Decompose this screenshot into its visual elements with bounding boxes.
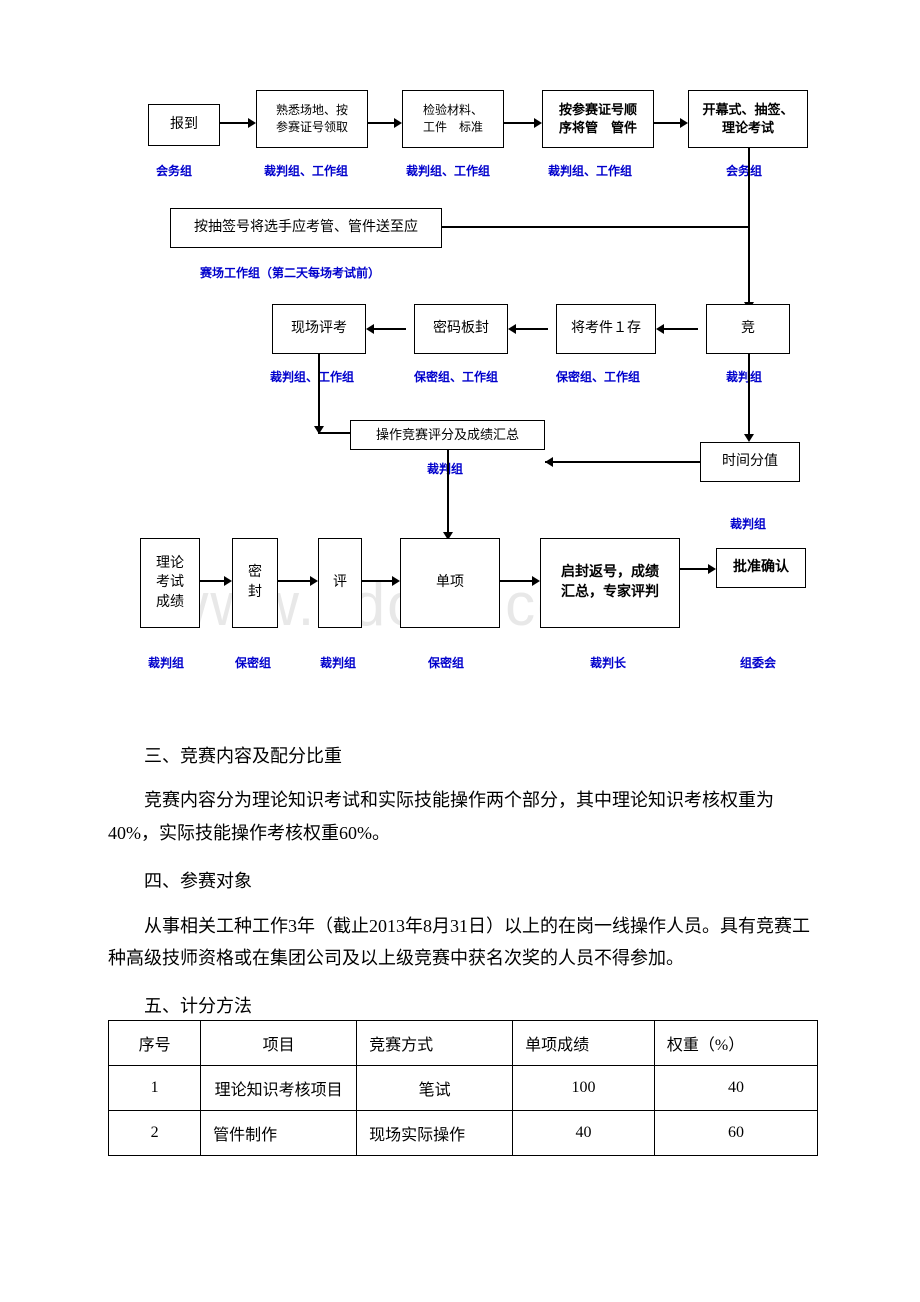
flow-box-inspect: 检验材料、工件 标准 [402,90,504,148]
arrow [447,450,449,532]
caption-row3-3: 保密组、工作组 [556,368,640,385]
arrow [654,122,680,124]
flow-box-compete: 竞 [706,304,790,354]
caption-row5-6: 组委会 [740,654,776,671]
scoring-table: 序号 项目 竞赛方式 单项成绩 权重（%） 1 理论知识考核项目 笔试 100 … [108,1020,818,1156]
arrow [368,122,394,124]
arrow [516,328,548,330]
body-text: 三、竞赛内容及配分比重 竞赛内容分为理论知识考试和实际技能操作两个部分，其中理论… [108,740,818,1023]
heading-3: 三、竞赛内容及配分比重 [108,740,818,772]
arrow [748,354,750,434]
flow-box-onsite-eval: 现场评考 [272,304,366,354]
caption-row2: 赛场工作组（第二天每场考试前） [200,264,380,281]
connector [545,461,700,463]
caption-row5-4: 保密组 [428,654,464,671]
cell: 管件制作 [201,1111,357,1156]
th-method: 竞赛方式 [357,1021,513,1066]
connector [748,148,750,228]
cell: 现场实际操作 [357,1111,513,1156]
flow-box-single-item: 单项 [400,538,500,628]
caption-row4-1: 裁判组 [427,460,463,477]
scoring-table-container: 序号 项目 竞赛方式 单项成绩 权重（%） 1 理论知识考核项目 笔试 100 … [108,1020,818,1156]
cell: 40 [513,1111,655,1156]
arrow [748,228,750,302]
heading-4: 四、参赛对象 [108,865,818,897]
cell: 2 [109,1111,201,1156]
cell: 笔试 [357,1066,513,1111]
flow-box-arrange: 按参赛证号顺序将管 管件 [542,90,654,148]
connector [442,226,750,228]
flow-box-opening: 开幕式、抽签、理论考试 [688,90,808,148]
page-container: www.bdocx.com 报到 熟悉场地、按参赛证号领取 检验材料、工件 标准… [0,0,920,1302]
table-header-row: 序号 项目 竞赛方式 单项成绩 权重（%） [109,1021,818,1066]
flow-box-eval2: 评 [318,538,362,628]
caption-row5-3: 裁判组 [320,654,356,671]
flow-box-familiarize: 熟悉场地、按参赛证号领取 [256,90,368,148]
table-row: 2 管件制作 现场实际操作 40 60 [109,1111,818,1156]
caption-row3-2: 保密组、工作组 [414,368,498,385]
th-item: 项目 [201,1021,357,1066]
caption-row1-4: 裁判组、工作组 [548,162,632,179]
caption-row5-1: 裁判组 [148,654,184,671]
cell: 60 [654,1111,817,1156]
flow-box-seal2: 密封 [232,538,278,628]
arrow [220,122,248,124]
caption-row5-2: 保密组 [235,654,271,671]
th-seq: 序号 [109,1021,201,1066]
arrow [362,580,392,582]
arrow [680,568,708,570]
arrow [200,580,224,582]
arrow [500,580,532,582]
flow-box-theory-score: 理论考试成绩 [140,538,200,628]
cell: 理论知识考核项目 [201,1066,357,1111]
table-row: 1 理论知识考核项目 笔试 100 40 [109,1066,818,1111]
para-3: 竞赛内容分为理论知识考试和实际技能操作两个部分，其中理论知识考核权重为40%，实… [108,784,818,849]
flow-box-unseal: 启封返号，成绩汇总，专家评判 [540,538,680,628]
th-score: 单项成绩 [513,1021,655,1066]
heading-5: 五、计分方法 [108,990,818,1022]
th-weight: 权重（%） [654,1021,817,1066]
arrow [278,580,310,582]
caption-row1-1: 会务组 [156,162,192,179]
cell: 100 [513,1066,655,1111]
flow-box-register: 报到 [148,104,220,146]
flow-box-score-summary: 操作竞赛评分及成绩汇总 [350,420,545,450]
caption-row5-5: 裁判长 [590,654,626,671]
para-4: 从事相关工种工作3年（截止2013年8月31日）以上的在岗一线操作人员。具有竞赛… [108,910,818,975]
arrow [664,328,698,330]
caption-row1-3: 裁判组、工作组 [406,162,490,179]
flow-box-seal: 密码板封 [414,304,508,354]
arrow [504,122,534,124]
cell: 40 [654,1066,817,1111]
flow-box-time-score: 时间分值 [700,442,800,482]
caption-row1-2: 裁判组、工作组 [264,162,348,179]
flow-box-approve: 批准确认 [716,548,806,588]
caption-row1-5: 会务组 [726,162,762,179]
arrow [318,354,320,426]
caption-row4-2: 裁判组 [730,515,766,532]
flow-box-deliver: 按抽签号将选手应考管、管件送至应 [170,208,442,248]
caption-row3-1: 裁判组、工作组 [270,368,354,385]
caption-row3-4: 裁判组 [726,368,762,385]
arrow [374,328,406,330]
connector [318,432,350,434]
flow-box-store: 将考件１存 [556,304,656,354]
cell: 1 [109,1066,201,1111]
